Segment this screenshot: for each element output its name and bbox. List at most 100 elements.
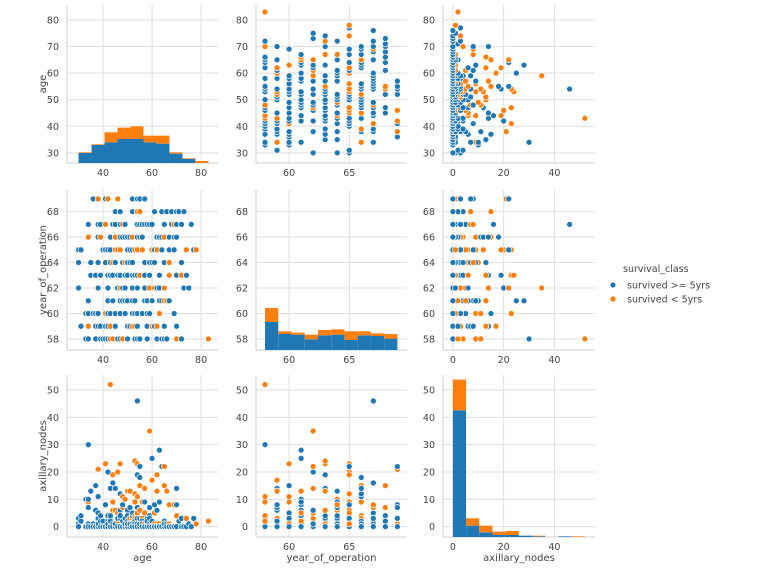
point-survived <box>485 43 492 50</box>
point-survived <box>449 259 457 266</box>
point-died <box>273 64 281 72</box>
hist-bar-died <box>317 329 332 336</box>
point-died <box>183 515 190 522</box>
point-died <box>487 56 495 64</box>
hist-bar-survived <box>479 532 493 537</box>
legend-title: survival_class <box>623 264 689 275</box>
point-died <box>357 498 365 506</box>
point-died <box>505 284 513 292</box>
hist-bar-survived <box>384 338 398 350</box>
point-died <box>261 493 269 500</box>
panel-year_of_operation-vs-year_of_operation: 60 65 58 60 62 64 66 68 <box>236 190 407 366</box>
panel-axillary_nodes-vs-year_of_operation: 60 65 0 10 20 30 40 50 <box>236 375 407 553</box>
point-died <box>454 335 462 343</box>
point-survived <box>273 56 281 64</box>
point-survived <box>333 136 341 143</box>
hist-bar-died <box>265 307 279 322</box>
point-survived <box>160 322 168 330</box>
y-tick-label: 58 <box>47 334 59 345</box>
point-died <box>116 460 124 468</box>
hist-bar-died <box>143 135 157 143</box>
point-survived <box>394 515 401 522</box>
hist-bar-survived <box>317 335 332 350</box>
point-survived <box>469 120 477 127</box>
point-survived <box>520 61 528 69</box>
point-survived <box>505 246 513 254</box>
panel-year_of_operation-vs-age: 40 60 80 58 60 62 64 66 68 <box>47 190 218 366</box>
x-tick-label: 0 <box>450 355 456 366</box>
panel-age-vs-year_of_operation: 60 65 30 40 50 60 70 80 <box>236 5 407 179</box>
y-tick-label: 30 <box>236 148 248 159</box>
point-died <box>477 310 485 317</box>
point-died <box>497 112 505 120</box>
point-survived <box>490 112 497 120</box>
hist-bar-died <box>104 132 118 143</box>
point-survived <box>449 27 457 34</box>
point-survived <box>467 138 475 146</box>
hist-bar-died <box>130 126 144 139</box>
hist-bar-died <box>452 379 467 411</box>
point-survived <box>369 397 377 405</box>
point-survived <box>333 523 341 530</box>
point-survived <box>84 335 92 343</box>
point-died <box>467 208 475 215</box>
point-survived <box>84 441 92 449</box>
point-survived <box>146 271 153 279</box>
y-tick-label: 80 <box>236 15 248 26</box>
x-tick-label: 60 <box>283 542 295 553</box>
point-survived <box>273 146 281 154</box>
point-survived <box>134 322 141 330</box>
point-survived <box>449 149 457 157</box>
point-survived <box>178 221 185 228</box>
point-survived <box>309 520 317 528</box>
point-survived <box>469 67 477 74</box>
point-survived <box>273 523 281 530</box>
point-survived <box>111 259 119 266</box>
point-survived <box>381 512 389 520</box>
point-survived <box>134 397 141 405</box>
point-survived <box>75 284 82 292</box>
point-survived <box>485 109 492 117</box>
point-died <box>505 56 513 64</box>
point-survived <box>309 29 317 37</box>
point-died <box>492 322 500 330</box>
point-survived <box>111 322 119 330</box>
hist-bar-survived <box>156 143 170 163</box>
point-died <box>345 520 353 528</box>
point-survived <box>75 523 82 530</box>
x-tick-label: 40 <box>548 542 560 553</box>
point-survived <box>333 67 341 74</box>
point-survived <box>464 284 472 292</box>
y-tick-label: 30 <box>423 440 435 451</box>
point-survived <box>261 138 269 146</box>
point-died <box>121 495 129 503</box>
point-died <box>109 498 117 506</box>
point-survived <box>190 515 198 522</box>
point-survived <box>449 195 457 203</box>
point-survived <box>459 259 467 266</box>
point-survived <box>173 233 180 241</box>
point-survived <box>126 504 134 511</box>
y-tick-label: 30 <box>47 148 59 159</box>
point-survived <box>297 88 305 96</box>
point-died <box>369 120 377 127</box>
x-tick-label: 20 <box>498 542 510 553</box>
y-tick-label: 20 <box>47 467 59 478</box>
point-survived <box>187 221 195 228</box>
point-died <box>321 506 329 514</box>
x-tick-label: 40 <box>548 355 560 366</box>
y-tick-label: 60 <box>423 309 435 320</box>
point-died <box>136 208 144 215</box>
point-died <box>500 106 507 114</box>
point-survived <box>357 474 365 481</box>
point-survived <box>285 523 293 530</box>
point-survived <box>297 523 305 530</box>
x-tick-label: 20 <box>498 168 510 179</box>
y-tick-label: 50 <box>47 386 59 397</box>
point-died <box>297 487 305 495</box>
hist-bar-died <box>278 331 292 334</box>
point-survived <box>394 504 401 511</box>
hist-bar-died <box>479 525 493 533</box>
hist-bar-survived <box>344 339 358 350</box>
y-tick-label: 50 <box>423 95 435 106</box>
